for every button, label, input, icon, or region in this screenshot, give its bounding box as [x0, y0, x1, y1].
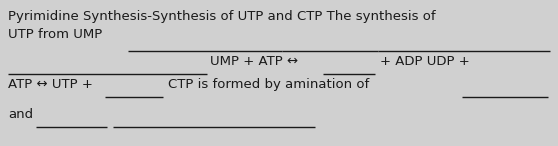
- Text: UMP + ATP ↔: UMP + ATP ↔: [210, 55, 298, 68]
- Text: CTP is formed by amination of: CTP is formed by amination of: [168, 78, 369, 91]
- Text: Pyrimidine Synthesis-Synthesis of UTP and CTP The synthesis of: Pyrimidine Synthesis-Synthesis of UTP an…: [8, 10, 436, 23]
- Text: ATP ↔ UTP +: ATP ↔ UTP +: [8, 78, 93, 91]
- Text: + ADP UDP +: + ADP UDP +: [380, 55, 470, 68]
- Text: UTP from UMP: UTP from UMP: [8, 28, 102, 41]
- Text: and: and: [8, 108, 33, 121]
